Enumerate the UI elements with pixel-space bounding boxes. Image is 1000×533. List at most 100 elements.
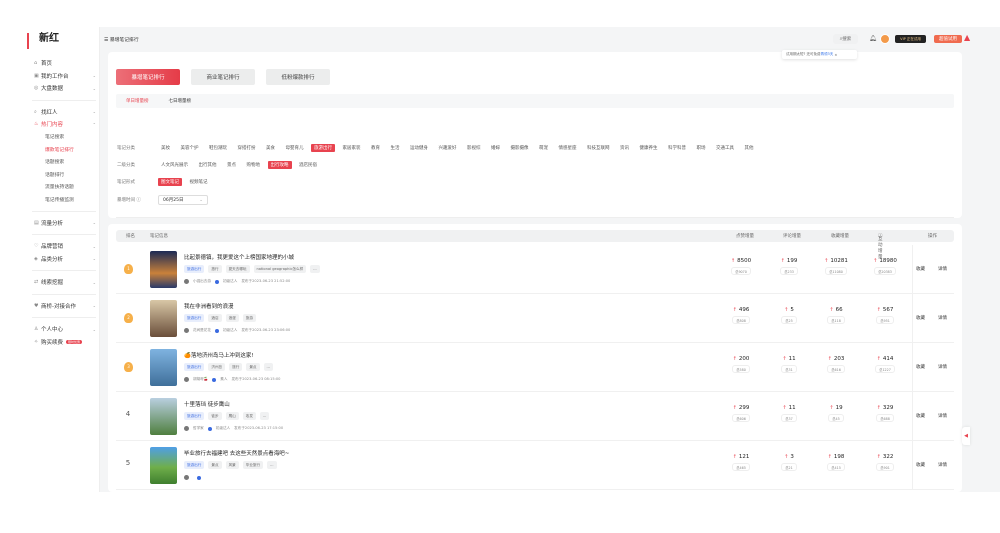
col-comments[interactable]: 评论增量 bbox=[783, 234, 801, 239]
filter-option[interactable]: 美食 bbox=[266, 146, 275, 151]
author-name[interactable]: 小强出去游 bbox=[193, 279, 211, 283]
filter-option[interactable]: 美容个护 bbox=[180, 146, 199, 151]
note-title[interactable]: 比起景德镇，我更爱这个上榜国家地理的小城 bbox=[184, 255, 295, 261]
author-name[interactable]: 花间是花花 bbox=[193, 328, 211, 332]
detail-button[interactable]: 详情 bbox=[938, 463, 947, 468]
filter-option[interactable]: 科技互联网 bbox=[587, 146, 610, 151]
note-title[interactable]: 我在非洲看到的浪漫 bbox=[184, 304, 234, 310]
filter-option[interactable]: 情感星座 bbox=[558, 146, 577, 151]
sidebar-subitem[interactable]: 话题排行 bbox=[45, 172, 65, 178]
filter-option[interactable]: 生活 bbox=[390, 146, 400, 151]
sidebar: 新红 ⌂ 首页 ▣ 我的工作台 ⌄ ◎ 大盘数据 ⌄ ⌕ 找红人 ⌄ ♨ 热门内容 ⌃ 笔记搜索爆款笔记排行… bbox=[0, 27, 100, 492]
filter-option[interactable]: 景点 bbox=[227, 163, 236, 168]
table-row[interactable]: 5 毕业旅行去福建吧 去这些天然景点看海吧~ 旅游出行 景点 风景 毕业旅行... ↑ 121… bbox=[116, 441, 954, 490]
filter-option[interactable]: 健康养生 bbox=[639, 146, 658, 151]
author-name[interactable]: 胡胡呀🍒 bbox=[193, 377, 209, 381]
note-title[interactable]: 十里落珰 徒步鹰山 bbox=[184, 402, 230, 408]
collect-button[interactable]: 收藏 bbox=[916, 316, 925, 321]
tab-period[interactable]: 单日增量榜 bbox=[126, 99, 149, 104]
filter-option[interactable]: 婚嫁 bbox=[491, 146, 500, 151]
detail-button[interactable]: 详情 bbox=[938, 267, 947, 272]
tab-ranking[interactable]: 低粉爆款排行 bbox=[266, 69, 330, 85]
sidebar-subitem[interactable]: 笔记搜索 bbox=[45, 135, 65, 141]
collect-button[interactable]: 收藏 bbox=[916, 463, 925, 468]
filter-option[interactable]: 图文笔记 bbox=[158, 178, 182, 186]
table-row[interactable]: 4 十里落珰 徒步鹰山 旅游出行 徒步 鹰山 攻发... 哲学家 初级达人 发布于2023-06… bbox=[116, 392, 954, 441]
filter-option[interactable]: 教育 bbox=[371, 146, 380, 151]
sidebar-subitem[interactable]: 流量扶持话题 bbox=[45, 185, 74, 191]
sidebar-item[interactable]: ⌂ 首页 bbox=[34, 57, 96, 70]
vip-badge[interactable]: VIP 正在试用 bbox=[895, 35, 926, 43]
note-title[interactable]: 🍊落地济州岛马上冲到这家! bbox=[184, 353, 254, 359]
filter-option[interactable]: 母婴育儿 bbox=[285, 146, 304, 151]
collect-button[interactable]: 收藏 bbox=[916, 365, 925, 370]
chevron-down-icon: ⌄ bbox=[92, 220, 96, 226]
col-interactions[interactable]: 互动增量 ⓘ bbox=[878, 234, 883, 260]
tip-link[interactable]: 再领3天 bbox=[820, 52, 834, 56]
tab-ranking[interactable]: 暴增笔记排行 bbox=[116, 69, 180, 85]
filter-option[interactable]: 视频笔记 bbox=[189, 180, 208, 185]
filter-option[interactable]: 美妆 bbox=[161, 146, 170, 151]
filter-option[interactable]: 其他 bbox=[744, 146, 754, 151]
collapse-arrow-icon[interactable]: ◀ bbox=[962, 427, 970, 445]
filter-option[interactable]: 兴趣爱好 bbox=[438, 146, 457, 151]
filter-option[interactable]: 科学科普 bbox=[668, 146, 686, 151]
filter-option[interactable]: 资讯 bbox=[620, 146, 629, 151]
tab-ranking[interactable]: 商业笔记排行 bbox=[191, 69, 255, 85]
avatar[interactable] bbox=[880, 34, 890, 44]
bell-icon[interactable]: 🔔︎ bbox=[869, 35, 877, 42]
collect-button[interactable]: 收藏 bbox=[916, 267, 925, 272]
sidebar-subitem[interactable]: 爆款笔记排行 bbox=[45, 147, 74, 153]
filter-option[interactable]: 出行攻略 bbox=[267, 161, 292, 169]
sidebar-item[interactable]: ▣ 我的工作台 ⌄ bbox=[34, 70, 96, 83]
table-row[interactable]: 3 🍊落地济州岛马上冲到这家! 旅游出行 济州岛 旅行 景点... 胡胡呀🍒 素人 发布于202… bbox=[116, 343, 954, 392]
warning-icon[interactable]: ▲ bbox=[964, 33, 971, 42]
sidebar-item[interactable]: ♨ 热门内容 ⌃ bbox=[34, 118, 96, 131]
sidebar-item[interactable]: ◎ 大盘数据 ⌄ bbox=[34, 82, 96, 95]
search-button[interactable]: ⌕ 搜索 bbox=[833, 34, 858, 44]
note-thumbnail[interactable] bbox=[150, 251, 177, 288]
filter-option[interactable]: 出行其他 bbox=[198, 163, 217, 168]
note-thumbnail[interactable] bbox=[150, 398, 177, 435]
sidebar-subitem[interactable]: 话题搜索 bbox=[45, 160, 65, 166]
col-collects[interactable]: 收藏增量 bbox=[831, 234, 849, 239]
sidebar-item[interactable]: ⇄ 线索挖掘 ⌄ bbox=[34, 276, 96, 289]
note-thumbnail[interactable] bbox=[150, 349, 177, 386]
table-row[interactable]: 1 比起景德镇，我更爱这个上榜国家地理的小城 旅游出行 旅行 夏天去哪玩 national… bbox=[116, 245, 954, 294]
sidebar-item[interactable]: ♡ 品牌营销 ⌄ bbox=[34, 240, 96, 253]
filter-option[interactable]: 鞋包潮玩 bbox=[209, 146, 227, 151]
filter-option[interactable]: 运动健身 bbox=[410, 146, 428, 151]
filter-option[interactable]: 职场 bbox=[696, 146, 706, 151]
sidebar-item[interactable]: ◈ 品类分析 ⌄ bbox=[34, 253, 96, 266]
detail-button[interactable]: 详情 bbox=[938, 316, 947, 321]
filter-option[interactable]: 酒店民宿 bbox=[299, 163, 317, 168]
filter-option[interactable]: 影视综 bbox=[467, 146, 481, 151]
table-row[interactable]: 2 我在非洲看到的浪漫 旅游出行 酒店 浪漫 旅游 花间是花花 初级达人 发布于2023-06-… bbox=[116, 294, 954, 343]
detail-button[interactable]: 详情 bbox=[938, 414, 947, 419]
filter-option[interactable]: 摄影摄像 bbox=[510, 146, 529, 151]
sidebar-item[interactable]: ♥ 商桥-对接合作 ⌄ bbox=[34, 300, 96, 313]
note-thumbnail[interactable] bbox=[150, 300, 177, 337]
tab-period[interactable]: 七日增量榜 bbox=[168, 99, 192, 104]
filter-option[interactable]: 穿搭打扮 bbox=[237, 146, 256, 151]
filter-option[interactable]: 萌宠 bbox=[539, 146, 548, 151]
detail-button[interactable]: 详情 bbox=[938, 365, 947, 370]
filter-option[interactable]: 交通工具 bbox=[716, 146, 734, 151]
sidebar-subitem[interactable]: 笔记传播监测 bbox=[45, 197, 74, 203]
sidebar-item[interactable]: ▤ 流量分析 ⌄ bbox=[34, 217, 96, 230]
note-title[interactable]: 毕业旅行去福建吧 去这些天然景点看海吧~ bbox=[184, 451, 290, 457]
sidebar-item[interactable]: ♙ 个人中心 ⌄ bbox=[34, 323, 96, 336]
collect-button[interactable]: 收藏 bbox=[916, 414, 925, 419]
filter-option[interactable]: 旅游出行 bbox=[311, 144, 335, 152]
author-name[interactable]: 哲学家 bbox=[193, 426, 204, 430]
sidebar-item[interactable]: ⌕ 找红人 ⌄ bbox=[34, 106, 96, 119]
sidebar-item[interactable]: ✧ 购买续费 限时优惠 bbox=[34, 336, 96, 349]
filter-option[interactable]: 人文风光展示 bbox=[161, 163, 188, 168]
upgrade-button[interactable]: 超值试用 bbox=[934, 35, 962, 43]
logo[interactable]: 新红 bbox=[27, 33, 59, 49]
col-likes[interactable]: 点赞增量 bbox=[736, 234, 754, 239]
filter-option[interactable]: 家居家装 bbox=[342, 146, 361, 151]
date-select[interactable]: 06月25日 ⌄ bbox=[158, 195, 208, 205]
filter-option[interactable]: 购物地 bbox=[246, 163, 261, 168]
note-thumbnail[interactable] bbox=[150, 447, 177, 484]
